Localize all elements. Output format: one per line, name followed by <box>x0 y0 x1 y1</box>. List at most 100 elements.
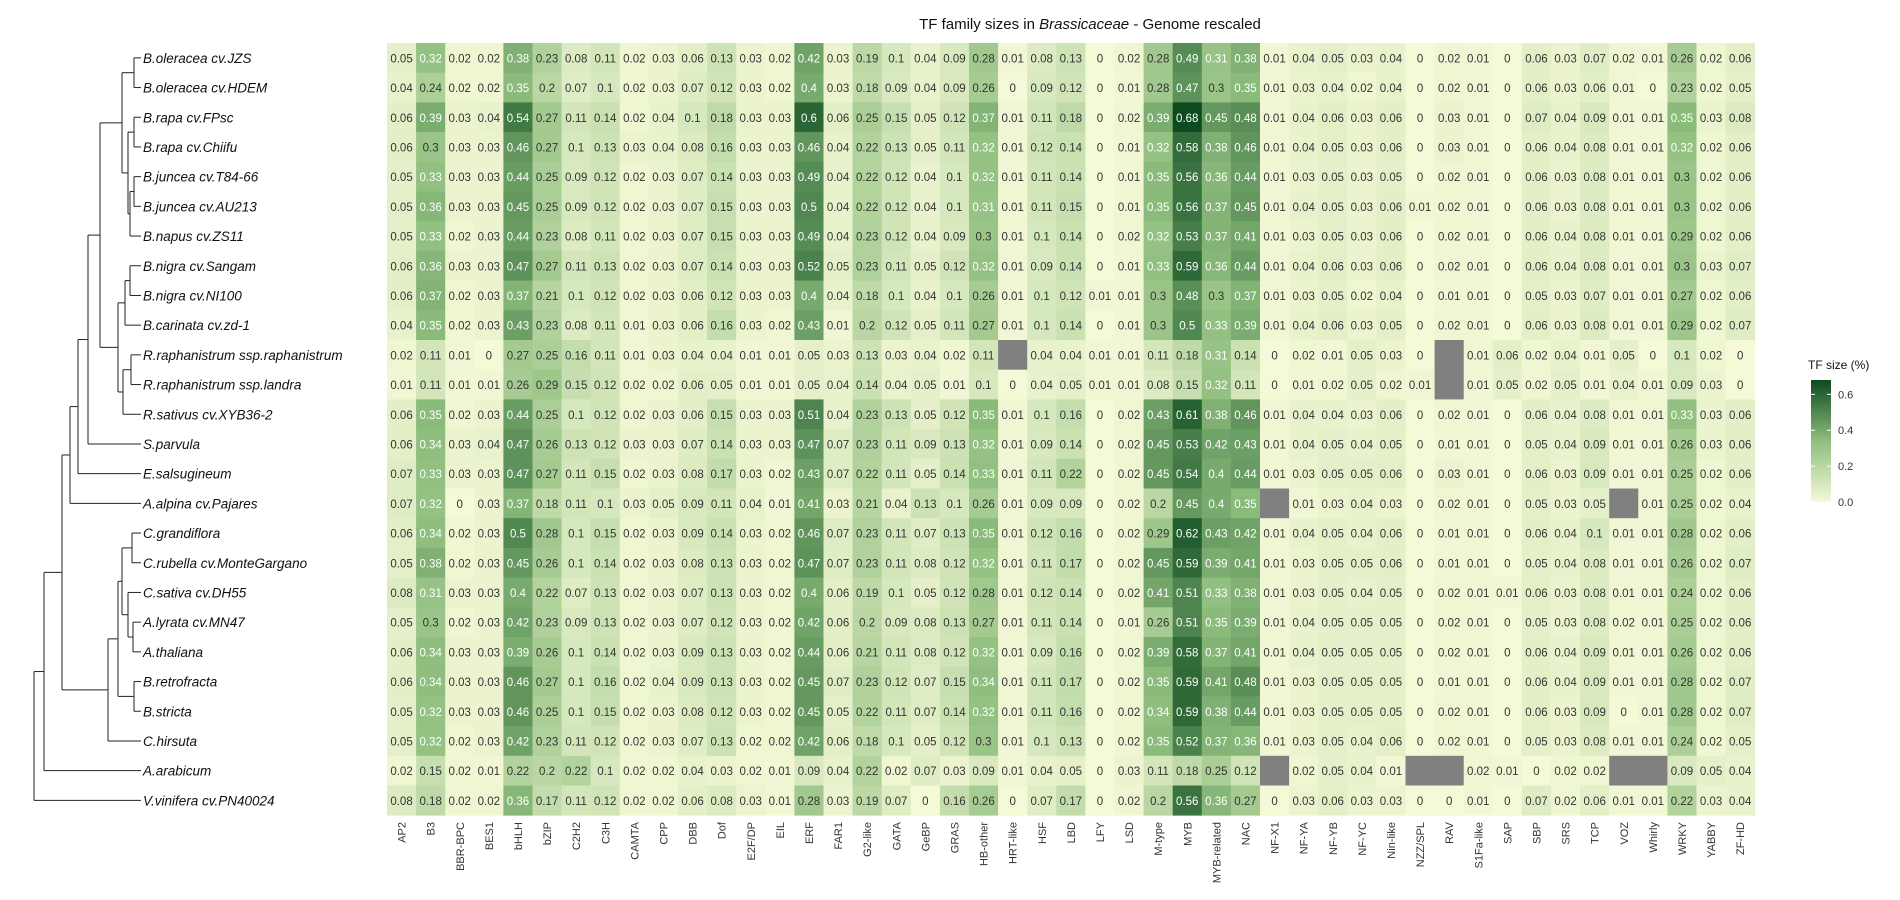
cell-value-label: 0.03 <box>1700 261 1722 273</box>
heatmap-cell <box>619 429 650 460</box>
heatmap-cell <box>590 399 621 430</box>
heatmap-cell <box>678 399 708 430</box>
chart-title-suffix: - Genome rescaled <box>1129 16 1261 33</box>
column-label: S1Fa-like <box>1473 822 1485 868</box>
heatmap-cell <box>561 755 592 786</box>
heatmap-cell <box>1114 369 1144 400</box>
heatmap-cell <box>590 726 621 757</box>
column-label: C3H <box>600 822 612 844</box>
cell-value-label: 0.54 <box>507 113 530 125</box>
heatmap-cell <box>939 547 970 578</box>
heatmap-cell <box>1609 429 1639 460</box>
heatmap-cell <box>1201 310 1232 341</box>
heatmap-cell <box>1143 399 1174 430</box>
heatmap-cell <box>1347 726 1377 757</box>
heatmap-cell <box>1376 666 1406 697</box>
heatmap-cell <box>939 102 970 133</box>
heatmap-cell <box>1289 43 1319 74</box>
heatmap-cell <box>881 696 912 727</box>
heatmap-cell <box>1347 280 1377 311</box>
heatmap-cell <box>1696 518 1726 549</box>
cell-value-label: 0 <box>1504 83 1510 95</box>
cell-value-label: 0.02 <box>1700 647 1722 659</box>
cell-value-label: 0.35 <box>972 410 994 422</box>
heatmap-cell <box>648 488 679 519</box>
heatmap-cell <box>1027 369 1057 400</box>
cell-value-label: 0.02 <box>449 53 471 65</box>
heatmap-cell <box>1405 191 1435 222</box>
heatmap-cell <box>590 161 621 192</box>
cell-value-label: 0.26 <box>536 647 558 659</box>
heatmap-cell <box>939 72 970 103</box>
heatmap-cell <box>1492 310 1523 341</box>
cell-value-label: 0 <box>1097 796 1103 808</box>
heatmap-cell <box>1143 221 1174 252</box>
heatmap-cell <box>1201 458 1232 489</box>
heatmap-cell <box>1289 518 1319 549</box>
heatmap-cell <box>1056 458 1086 489</box>
cell-value-label: 0.11 <box>565 499 587 511</box>
cell-value-label: 0.04 <box>1351 588 1374 600</box>
heatmap-cell <box>1521 310 1552 341</box>
cell-value-label: 0.27 <box>536 261 558 273</box>
heatmap-cell <box>561 340 592 371</box>
heatmap-cell <box>1260 340 1290 371</box>
cell-value-label: 0.15 <box>1176 380 1198 392</box>
cell-value-label: 0.02 <box>1700 291 1722 303</box>
cell-value-label: 0.02 <box>943 350 965 362</box>
cell-value-label: 0.15 <box>565 380 587 392</box>
heatmap-cell <box>1725 399 1756 430</box>
cell-value-label: 0.12 <box>1031 529 1053 541</box>
cell-value-label: 0.02 <box>449 291 471 303</box>
heatmap-cell <box>1201 161 1232 192</box>
cell-value-label: 0.01 <box>1642 410 1664 422</box>
heatmap-cell <box>1638 72 1668 103</box>
cell-value-label: 0.32 <box>972 172 994 184</box>
cell-value-label: 0.32 <box>1671 142 1693 154</box>
cell-value-label: 0.22 <box>507 766 529 778</box>
cell-value-label: 0 <box>1504 499 1510 511</box>
cell-value-label: 0.02 <box>623 529 645 541</box>
cell-value-label: 0.01 <box>1089 291 1111 303</box>
heatmap-cell <box>852 340 883 371</box>
cell-value-label: 0.36 <box>419 261 441 273</box>
cell-value-label: 0.01 <box>740 380 762 392</box>
heatmap-cell <box>1085 310 1115 341</box>
cell-value-label: 0.04 <box>1292 142 1315 154</box>
cell-value-label: 0.23 <box>1671 83 1693 95</box>
heatmap-cell <box>794 280 824 311</box>
heatmap-cell <box>1376 102 1406 133</box>
heatmap-cell <box>1376 755 1406 786</box>
heatmap-cell <box>881 577 912 608</box>
cell-value-label: 0.08 <box>390 796 412 808</box>
heatmap-cell <box>1230 250 1261 281</box>
cell-value-label: 0.03 <box>1554 736 1576 748</box>
heatmap-cell <box>1463 161 1494 192</box>
heatmap-cell <box>1405 161 1435 192</box>
heatmap-cell <box>852 43 883 74</box>
cell-value-label: 0.04 <box>652 113 675 125</box>
cell-value-label: 0.02 <box>1438 707 1460 719</box>
heatmap-cell <box>678 340 708 371</box>
cell-value-label: 0.06 <box>827 647 849 659</box>
cell-value-label: 0.15 <box>594 707 616 719</box>
heatmap-cell <box>561 161 592 192</box>
heatmap-cell <box>1638 369 1668 400</box>
heatmap-cell <box>1376 72 1406 103</box>
heatmap-cell <box>648 755 679 786</box>
cell-value-label: 0.12 <box>1234 766 1256 778</box>
heatmap-cell <box>1114 191 1144 222</box>
cell-value-label: 0.18 <box>856 83 878 95</box>
heatmap-cell <box>852 429 883 460</box>
heatmap-cell <box>1492 280 1523 311</box>
heatmap-cell <box>1638 340 1668 371</box>
cell-value-label: 0.35 <box>507 83 529 95</box>
heatmap-cell <box>678 488 708 519</box>
cell-value-label: 0.13 <box>710 53 732 65</box>
cell-value-label: 0.07 <box>914 529 936 541</box>
heatmap-cell <box>1551 132 1581 163</box>
cell-value-label: 0.08 <box>565 321 587 333</box>
heatmap-cell <box>1230 161 1261 192</box>
cell-value-label: 0 <box>1097 677 1103 689</box>
cell-value-label: 0.18 <box>1176 766 1198 778</box>
